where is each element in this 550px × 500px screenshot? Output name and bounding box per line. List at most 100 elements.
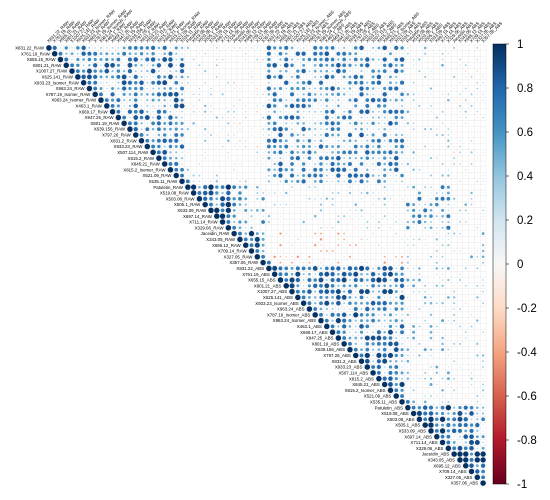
correlation-circle <box>274 198 276 200</box>
correlation-circle <box>447 180 449 182</box>
correlation-circle <box>278 150 283 155</box>
correlation-circle <box>279 250 282 252</box>
correlation-circle <box>407 302 409 304</box>
correlation-circle <box>360 301 363 305</box>
correlation-circle <box>453 250 455 252</box>
correlation-circle <box>308 163 311 165</box>
correlation-circle <box>250 226 253 229</box>
correlation-circle <box>169 156 172 160</box>
correlation-circle <box>76 57 80 62</box>
correlation-circle <box>429 220 433 224</box>
correlation-circle <box>302 63 306 67</box>
correlation-circle <box>413 302 414 304</box>
correlation-circle <box>239 134 241 136</box>
correlation-circle <box>435 238 438 241</box>
correlation-circle <box>393 155 399 161</box>
correlation-circle <box>210 93 212 96</box>
correlation-circle <box>459 221 461 223</box>
correlation-circle <box>291 53 293 55</box>
correlation-circle <box>388 301 393 305</box>
correlation-circle <box>418 267 421 270</box>
correlation-circle <box>354 64 357 67</box>
correlation-circle <box>413 192 415 194</box>
correlation-circle <box>204 151 206 154</box>
correlation-circle <box>199 59 200 60</box>
correlation-circle <box>435 302 438 305</box>
correlation-circle <box>366 122 369 125</box>
correlation-circle <box>145 92 149 96</box>
correlation-circle <box>447 139 450 142</box>
correlation-circle <box>150 149 156 156</box>
correlation-circle <box>354 52 358 56</box>
correlation-circle <box>307 278 312 283</box>
correlation-circle <box>173 91 179 97</box>
correlation-circle <box>378 262 380 263</box>
correlation-circle <box>309 192 310 194</box>
correlation-circle <box>482 157 484 159</box>
correlation-circle <box>343 308 345 310</box>
correlation-circle <box>371 313 375 317</box>
correlation-circle <box>233 220 236 224</box>
correlation-circle <box>388 63 393 68</box>
correlation-circle <box>313 296 317 299</box>
correlation-circle <box>400 266 404 271</box>
correlation-circle <box>412 58 415 61</box>
correlation-circle <box>465 192 467 194</box>
correlation-circle <box>342 57 346 62</box>
correlation-circle <box>464 99 467 102</box>
correlation-circle <box>453 239 455 240</box>
correlation-circle <box>273 157 276 159</box>
correlation-circle <box>470 104 473 107</box>
correlation-circle <box>447 209 450 212</box>
correlation-circle <box>354 284 358 288</box>
correlation-circle <box>210 70 212 72</box>
correlation-circle <box>435 116 438 119</box>
correlation-circle <box>465 227 467 229</box>
correlation-circle <box>220 185 225 190</box>
correlation-circle <box>151 92 155 96</box>
correlation-circle <box>371 133 375 137</box>
correlation-circle <box>377 116 381 119</box>
correlation-circle <box>122 86 127 91</box>
correlation-circle <box>251 181 252 182</box>
correlation-circle <box>355 134 357 136</box>
correlation-circle <box>291 227 293 229</box>
correlation-circle <box>222 152 223 153</box>
correlation-circle <box>371 138 375 143</box>
correlation-circle <box>245 93 247 95</box>
correlation-circle <box>419 146 420 147</box>
correlation-circle <box>169 87 172 90</box>
correlation-circle <box>319 267 323 270</box>
correlation-circle <box>331 203 334 206</box>
correlation-circle <box>441 302 444 305</box>
correlation-circle <box>424 145 427 148</box>
correlation-circle <box>308 227 310 229</box>
correlation-circle <box>372 221 374 223</box>
correlation-circle <box>307 301 312 306</box>
correlation-circle <box>303 233 304 234</box>
correlation-circle <box>314 227 316 229</box>
correlation-circle <box>204 116 206 119</box>
correlation-circle <box>215 47 218 49</box>
correlation-circle <box>272 138 277 144</box>
correlation-circle <box>239 157 241 159</box>
correlation-circle <box>371 145 375 148</box>
correlation-circle <box>325 163 328 165</box>
correlation-circle <box>303 192 305 194</box>
correlation-circle <box>452 296 456 299</box>
correlation-circle <box>262 53 264 55</box>
correlation-circle <box>222 181 223 182</box>
correlation-circle <box>296 179 300 183</box>
correlation-circle <box>93 51 98 56</box>
correlation-circle <box>216 128 218 130</box>
correlation-circle <box>441 273 444 275</box>
correlation-circle <box>319 312 323 317</box>
correlation-circle <box>187 117 189 118</box>
correlation-circle <box>465 140 467 142</box>
correlation-circle <box>319 69 323 73</box>
correlation-circle <box>156 109 161 114</box>
correlation-circle <box>395 313 398 316</box>
correlation-circle <box>447 174 450 177</box>
correlation-circle <box>476 151 478 153</box>
correlation-circle <box>424 105 426 107</box>
